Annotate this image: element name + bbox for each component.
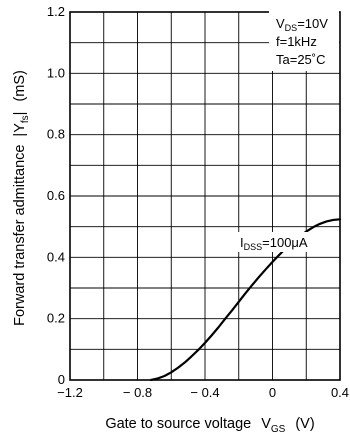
x-tick-label: − 0.4 — [190, 385, 219, 400]
y-tick-label: 0.8 — [47, 127, 65, 142]
x-axis-label-unit: (V) — [295, 416, 314, 432]
condition-vds-symbol: V — [276, 16, 285, 31]
x-axis-label-symbol: V — [261, 416, 271, 432]
series-label-subscript: DSS — [244, 242, 263, 252]
condition-vds-subscript: DS — [285, 23, 298, 33]
y-tick-label: 0.6 — [47, 188, 65, 203]
series-label-value: =100μA — [262, 235, 308, 250]
series-label-symbol: I — [240, 235, 244, 250]
x-axis-label: Gate to source voltage VGS (V) — [105, 416, 314, 435]
series-label-background — [237, 232, 319, 252]
x-tick-label: 0.4 — [331, 385, 349, 400]
y-tick-label: 0.4 — [47, 249, 65, 264]
x-axis-label-prefix: Gate to source voltage — [105, 416, 251, 432]
condition-vds-value: =10V — [297, 16, 328, 31]
x-tick-label: −1.2 — [57, 385, 83, 400]
condition-temperature: Ta=25˚C — [276, 52, 326, 67]
x-tick-label: 0 — [269, 385, 276, 400]
y-axis-label-unit: (mS) — [12, 70, 28, 101]
y-axis-label-prefix: Forward transfer admittance — [12, 145, 28, 326]
y-axis-label-subscript: fs — [20, 115, 31, 123]
plot-frame — [69, 11, 341, 381]
y-tick-label: 0.2 — [47, 311, 65, 326]
condition-frequency: f=1kHz — [276, 34, 317, 49]
y-axis-label-symbol: |Y — [12, 123, 28, 137]
y-tick-label: 1.2 — [47, 4, 65, 19]
y-tick-label: 0 — [58, 372, 65, 387]
y-tick-labels: 0 0.2 0.4 0.6 0.8 1.0 1.2 — [47, 4, 65, 387]
series-line-idss-100ua — [149, 218, 342, 382]
condition-vds: VDS=10V — [276, 16, 328, 33]
y-tick-label: 1.0 — [47, 65, 65, 80]
y-axis-label: Forward transfer admittance |Yfs| (mS) — [12, 70, 31, 326]
y-axis-label-suffix: | — [12, 112, 28, 116]
x-tick-labels: −1.2 − 0.8 − 0.4 0 0.4 — [57, 385, 349, 400]
conditions-box — [269, 11, 339, 71]
x-axis-label-subscript: GS — [271, 424, 286, 435]
x-tick-label: − 0.8 — [123, 385, 152, 400]
series-label-idss: IDSS=100μA — [240, 235, 308, 252]
